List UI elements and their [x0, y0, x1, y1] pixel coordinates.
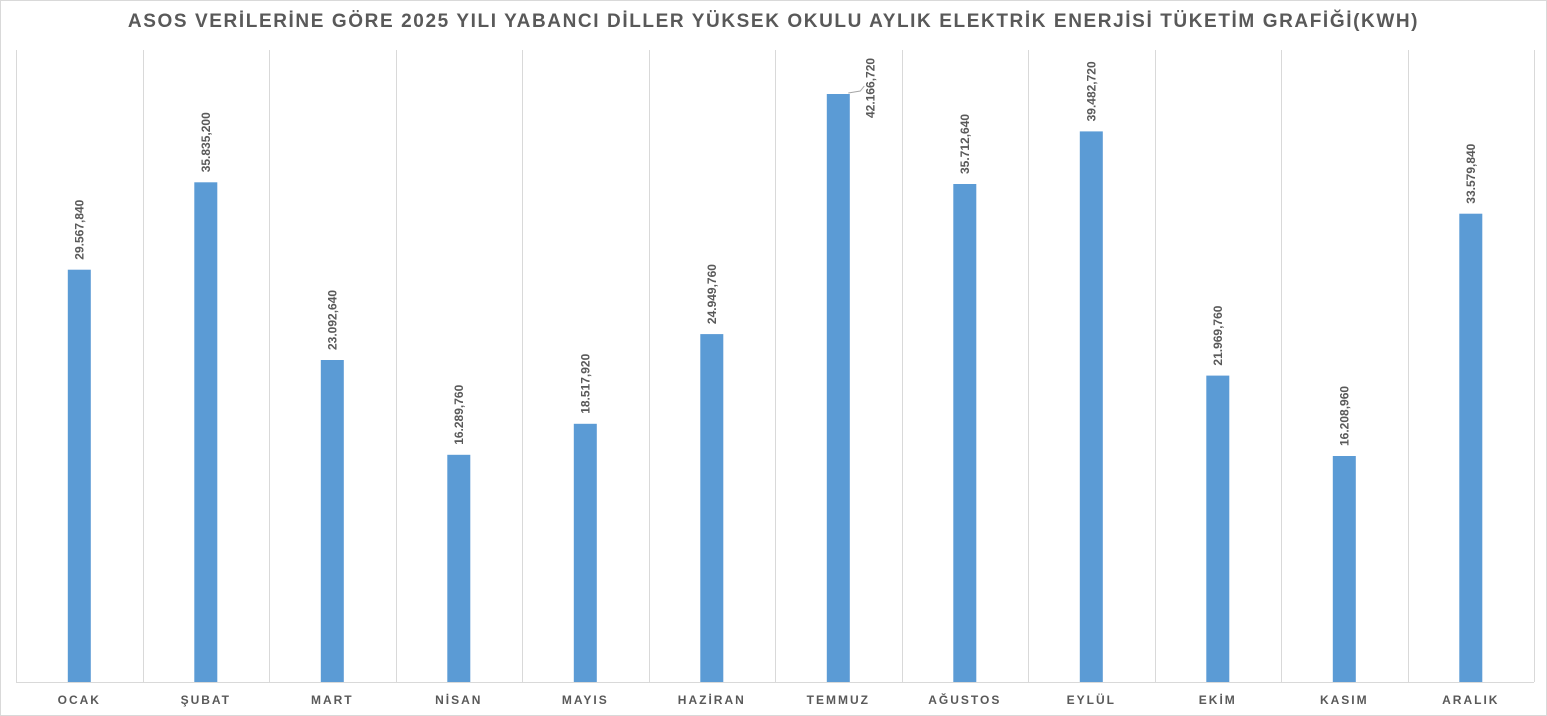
- category-label-9: EYLÜL: [1067, 692, 1116, 707]
- data-label-5: 18.517,920: [578, 353, 592, 413]
- leader-line: [848, 85, 865, 94]
- category-label-5: MAYIS: [562, 693, 609, 707]
- data-label-10: 21.969,760: [1211, 305, 1225, 365]
- bar-2: [194, 182, 218, 683]
- category-label-6: HAZİRAN: [678, 692, 746, 707]
- data-label-4: 16.289,760: [452, 384, 466, 444]
- data-label-12: 33.579,840: [1464, 143, 1478, 203]
- category-label-7: TEMMUZ: [807, 693, 870, 707]
- bar-11: [1332, 456, 1356, 682]
- data-labels: 29.567,840 35.835,200 23.092,640 16.289,760…: [72, 58, 1478, 446]
- category-labels: OCAK ŞUBAT MART NİSAN MAYIS HAZİRAN TEMMUZ AĞUS…: [58, 692, 1499, 707]
- bars: [67, 94, 1483, 683]
- category-label-2: ŞUBAT: [181, 693, 231, 707]
- data-label-2: 35.835,200: [199, 112, 213, 172]
- data-label-7: 42.166,720: [863, 58, 877, 118]
- category-label-8: AĞUSTOS: [928, 692, 1001, 707]
- bar-10: [1206, 375, 1230, 682]
- bar-7: [826, 94, 850, 682]
- bar-12: [1459, 213, 1483, 682]
- data-label-3: 23.092,640: [325, 290, 339, 350]
- category-label-3: MART: [311, 693, 354, 707]
- bar-5: [573, 423, 597, 682]
- data-label-6: 24.949,760: [705, 264, 719, 324]
- data-label-1: 29.567,840: [72, 199, 86, 259]
- bar-1: [67, 269, 91, 682]
- bar-6: [700, 334, 724, 682]
- category-label-12: ARALIK: [1442, 693, 1499, 707]
- category-label-4: NİSAN: [435, 692, 482, 707]
- bar-4: [447, 454, 471, 682]
- data-label-11: 16.208,960: [1337, 386, 1351, 446]
- data-label-9: 39.482,720: [1084, 61, 1098, 121]
- bar-9: [1079, 131, 1103, 682]
- bar-8: [953, 184, 977, 682]
- bar-3: [320, 360, 344, 682]
- category-label-1: OCAK: [58, 693, 101, 707]
- category-label-11: KASIM: [1320, 693, 1369, 707]
- chart-title: ASOS VERİLERİNE GÖRE 2025 YILI YABANCI D…: [127, 11, 1420, 32]
- gridlines: [16, 50, 1535, 683]
- category-label-10: EKİM: [1199, 692, 1237, 707]
- data-label-8: 35.712,640: [958, 114, 972, 174]
